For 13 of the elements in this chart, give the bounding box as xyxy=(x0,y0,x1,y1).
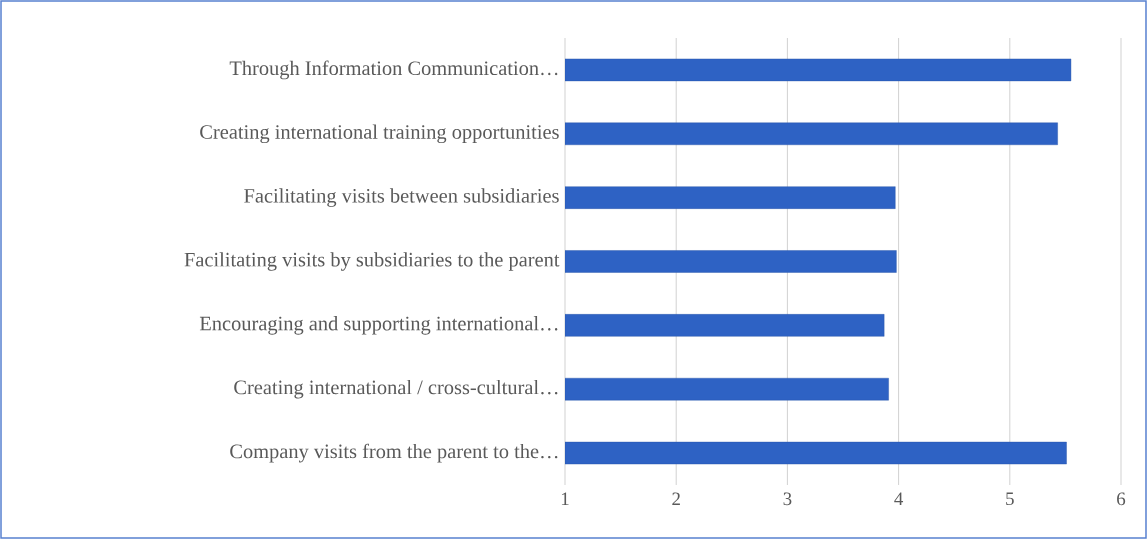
y-tick-label: Creating international training opportunities xyxy=(200,124,559,144)
y-tick-label: Through Information Communication… xyxy=(229,60,558,80)
x-tick-label: 4 xyxy=(894,492,904,505)
y-tick-label: Creating international / cross-cultural… xyxy=(234,379,558,399)
x-tick-label: 6 xyxy=(1117,492,1126,506)
y-tick-label: Facilitating visits by subsidiaries to the parent xyxy=(184,252,560,271)
y-tick-label: Facilitating visits between subsidiaries xyxy=(244,188,559,207)
x-tick-label: 1 xyxy=(561,492,569,506)
y-tick-label: Encouraging and supporting international… xyxy=(199,316,558,335)
y-tick-label: Company visits from the parent to the… xyxy=(230,443,558,463)
x-tick-label: 2 xyxy=(672,492,680,506)
x-tick-label: 3 xyxy=(783,492,792,506)
x-tick-label: 5 xyxy=(1006,492,1014,506)
